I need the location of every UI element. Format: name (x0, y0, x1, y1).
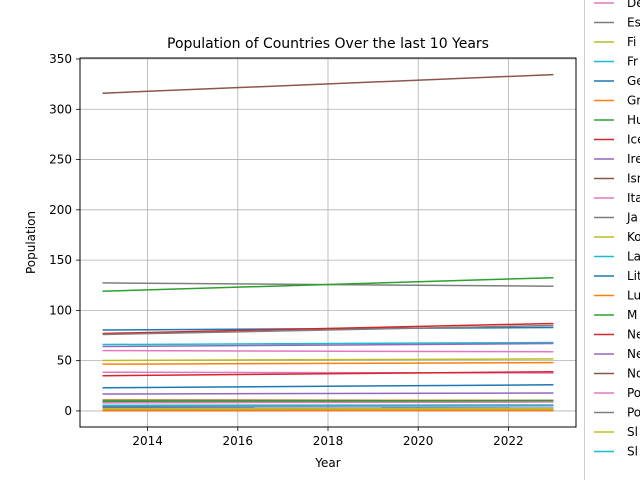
legend-label: M (627, 308, 637, 322)
y-axis-label: Population (24, 211, 38, 274)
y-tick-label: 100 (49, 303, 72, 317)
legend-label: Po (627, 386, 640, 400)
series-lines (102, 73, 554, 412)
chart-title: Population of Countries Over the last 10… (167, 36, 489, 52)
y-tick-label: 150 (49, 253, 72, 267)
legend-label: Fr (627, 55, 638, 69)
legend-label: Po (627, 406, 640, 420)
legend-label: Ice (627, 133, 640, 147)
y-tick-label: 250 (49, 153, 72, 167)
series-line (102, 349, 554, 353)
series-line (102, 370, 554, 377)
y-axis-ticks: 0 50 100 150 200 250 300 350 (49, 52, 80, 418)
legend-label: Fi (627, 35, 636, 49)
series-line (102, 384, 554, 389)
legend-label: Lit (627, 269, 640, 283)
x-tick-label: 2016 (223, 434, 254, 448)
y-tick-label: 300 (49, 102, 72, 116)
series-line (102, 342, 554, 348)
legend-box (584, 0, 640, 480)
series-line (102, 276, 554, 293)
series-line (102, 358, 554, 362)
y-tick-label: 0 (64, 404, 72, 418)
y-tick-label: 350 (49, 52, 72, 66)
series-line (102, 324, 554, 336)
legend: De Es Fi Fr Ge Gr Hu Ice Ire Isr Ita Ja Ko La Lit Lu M Ne… (584, 0, 640, 480)
legend-label: Ge (627, 74, 640, 88)
legend-label: La (627, 250, 640, 264)
x-axis-ticks: 2014 2016 2018 2020 2022 (132, 427, 524, 448)
legend-label: De (627, 0, 640, 10)
legend-label: Sl (627, 445, 638, 459)
series-line (102, 401, 554, 404)
x-tick-label: 2022 (493, 434, 524, 448)
series-line (102, 361, 554, 365)
legend-label: Sl (627, 425, 638, 439)
legend-label: Gr (627, 94, 640, 108)
legend-label: No (627, 367, 640, 381)
legend-label: Lu (627, 289, 640, 303)
series-line (102, 399, 554, 403)
legend-label: Ko (627, 230, 640, 244)
legend-label: Isr (627, 172, 640, 186)
series-line (102, 322, 554, 335)
legend-label: Ita (627, 191, 640, 205)
legend-label: Ja (626, 211, 638, 225)
legend-label: Ne (627, 328, 640, 342)
y-tick-label: 200 (49, 203, 72, 217)
y-tick-label: 50 (57, 354, 72, 368)
series-line (102, 341, 554, 346)
x-tick-label: 2018 (313, 434, 344, 448)
x-tick-label: 2014 (132, 434, 163, 448)
series-line (102, 73, 554, 94)
legend-label: Hu (627, 113, 640, 127)
series-line (102, 392, 554, 395)
legend-label: Es (627, 16, 640, 30)
legend-label: Ire (627, 152, 640, 166)
legend-label: Ne (627, 347, 640, 361)
x-tick-label: 2020 (403, 434, 434, 448)
x-axis-label: Year (314, 456, 340, 470)
